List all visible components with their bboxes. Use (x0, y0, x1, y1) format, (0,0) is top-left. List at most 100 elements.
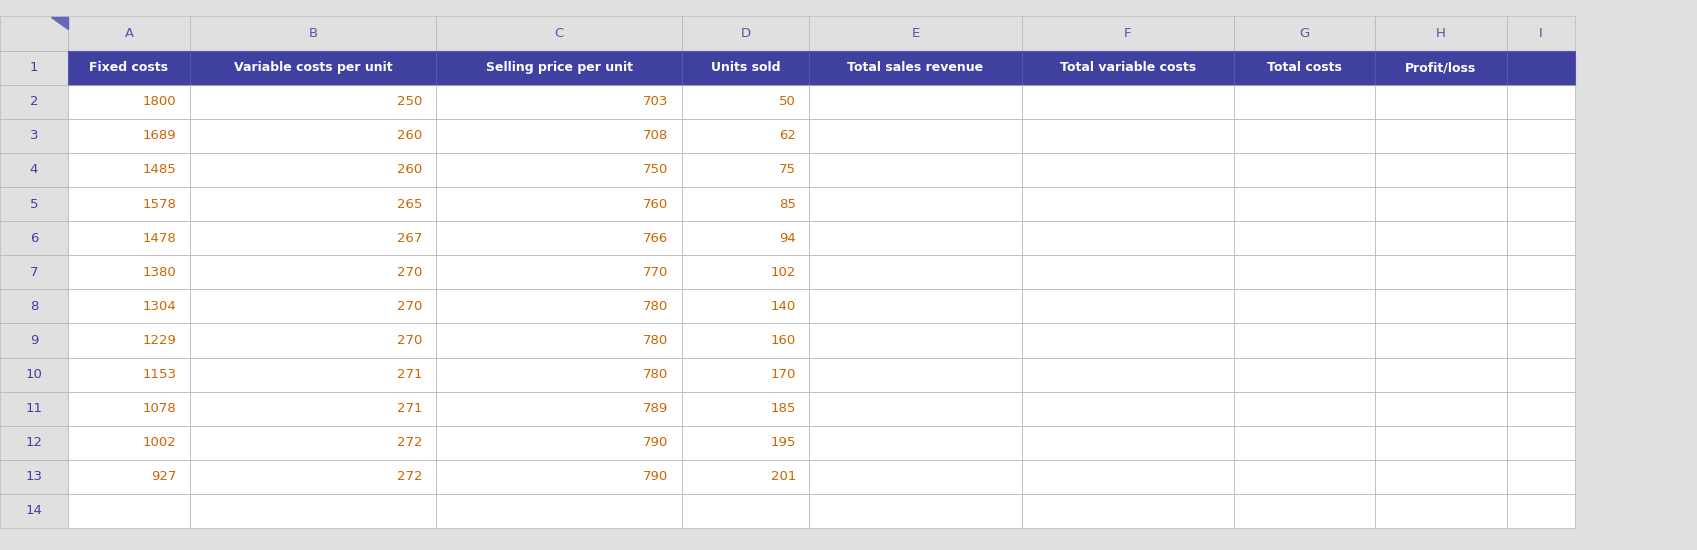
Bar (1375, 51, 1507, 85)
Bar (1234, 51, 1375, 85)
Bar (0, 255, 68, 289)
Bar (1375, 51, 1507, 85)
Text: 770: 770 (643, 266, 669, 279)
Bar (1234, 494, 1375, 528)
Text: 260: 260 (397, 163, 423, 177)
Bar (809, 153, 1022, 187)
Bar (436, 494, 682, 528)
Bar (1507, 255, 1575, 289)
Text: 3: 3 (29, 129, 39, 142)
Bar (682, 187, 809, 221)
Bar (68, 426, 190, 460)
Bar (1507, 392, 1575, 426)
Bar (1507, 460, 1575, 494)
Bar (1507, 119, 1575, 153)
Bar (1507, 221, 1575, 255)
Bar (1234, 119, 1375, 153)
Bar (1022, 392, 1234, 426)
Bar (68, 323, 190, 358)
Bar (1375, 187, 1507, 221)
Bar (809, 460, 1022, 494)
Bar (1234, 358, 1375, 392)
Bar (1375, 187, 1507, 221)
Bar (68, 323, 190, 358)
Text: 270: 270 (397, 334, 423, 347)
Bar (190, 153, 436, 187)
Bar (68, 16, 190, 51)
Text: 1229: 1229 (143, 334, 176, 347)
Bar (68, 289, 190, 323)
Text: 927: 927 (151, 470, 176, 483)
Bar (1375, 323, 1507, 358)
Bar (0, 426, 68, 460)
Bar (0, 392, 68, 426)
Text: 271: 271 (397, 402, 423, 415)
Text: 1578: 1578 (143, 197, 176, 211)
Bar (0, 289, 68, 323)
Bar (809, 51, 1022, 85)
Bar (682, 221, 809, 255)
Bar (809, 119, 1022, 153)
Text: H: H (1436, 27, 1446, 40)
Bar (0, 323, 68, 358)
Bar (1234, 323, 1375, 358)
Bar (190, 16, 436, 51)
Bar (1234, 85, 1375, 119)
Bar (190, 119, 436, 153)
Text: A: A (124, 27, 134, 40)
Text: Total sales revenue: Total sales revenue (847, 61, 984, 74)
Bar (809, 187, 1022, 221)
Bar (1022, 119, 1234, 153)
Bar (0, 494, 68, 528)
Bar (1375, 358, 1507, 392)
Text: Total variable costs: Total variable costs (1059, 61, 1196, 74)
Bar (68, 358, 190, 392)
Bar (1234, 16, 1375, 51)
Bar (1234, 221, 1375, 255)
Bar (809, 16, 1022, 51)
Bar (682, 51, 809, 85)
Bar (190, 51, 436, 85)
Bar (190, 460, 436, 494)
Bar (1507, 460, 1575, 494)
Text: 2: 2 (29, 95, 39, 108)
Text: 780: 780 (643, 368, 669, 381)
Bar (1375, 16, 1507, 51)
Bar (1507, 221, 1575, 255)
Text: 766: 766 (643, 232, 669, 245)
Bar (0, 392, 68, 426)
Bar (809, 119, 1022, 153)
Bar (1507, 494, 1575, 528)
Bar (436, 494, 682, 528)
Bar (1507, 153, 1575, 187)
Text: 703: 703 (643, 95, 669, 108)
Bar (190, 16, 436, 51)
Bar (809, 51, 1022, 85)
Bar (1022, 85, 1234, 119)
Bar (68, 494, 190, 528)
Bar (1022, 255, 1234, 289)
Bar (1022, 187, 1234, 221)
Bar (190, 187, 436, 221)
Bar (1234, 460, 1375, 494)
Text: 789: 789 (643, 402, 669, 415)
Bar (809, 255, 1022, 289)
Bar (1375, 221, 1507, 255)
Bar (1375, 85, 1507, 119)
Bar (1022, 119, 1234, 153)
Bar (809, 323, 1022, 358)
Bar (1022, 323, 1234, 358)
Bar (1022, 358, 1234, 392)
Bar (436, 460, 682, 494)
Bar (68, 119, 190, 153)
Bar (1234, 289, 1375, 323)
Bar (0, 16, 68, 51)
Bar (682, 51, 809, 85)
Bar (68, 85, 190, 119)
Bar (1022, 85, 1234, 119)
Bar (68, 392, 190, 426)
Bar (0, 494, 68, 528)
Bar (1507, 51, 1575, 85)
Text: 170: 170 (770, 368, 796, 381)
Bar (1022, 187, 1234, 221)
